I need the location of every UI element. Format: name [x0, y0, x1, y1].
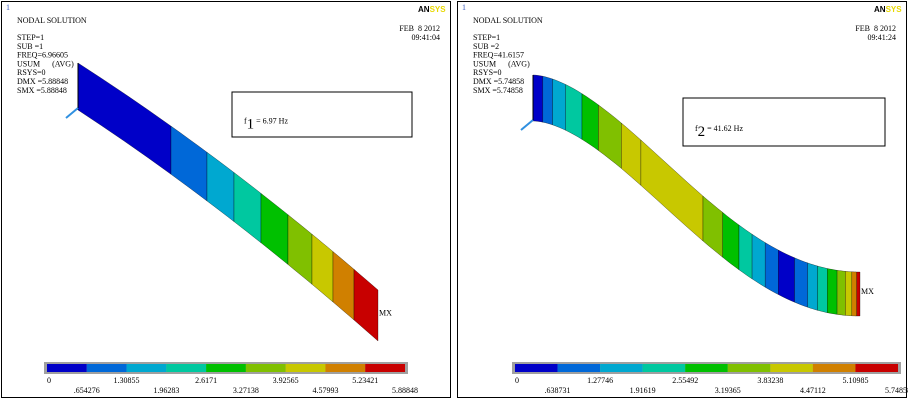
beam-segment — [827, 269, 837, 315]
legend-label: 5.23421 — [352, 376, 378, 385]
colorbar-cell — [206, 364, 246, 372]
legend-label: 2.55492 — [672, 376, 698, 385]
beam-segment — [533, 75, 543, 122]
beam-segment — [543, 76, 553, 125]
logo-a: AN — [418, 5, 430, 14]
info-line: DMX =5.88848 — [17, 77, 68, 86]
plot-number: 1 — [462, 3, 466, 12]
beam-segment — [778, 250, 794, 302]
beam-segment — [765, 243, 778, 295]
colorbar-cell — [47, 364, 87, 372]
time: 09:41:24 — [868, 33, 896, 42]
date: FEB 8 2012 — [855, 24, 896, 33]
colorbar-cell — [246, 364, 286, 372]
beam-segment — [795, 258, 808, 307]
info-line: SUB =2 — [473, 42, 499, 51]
info-line: SMX =5.88848 — [17, 86, 67, 95]
legend-label: .638731 — [545, 386, 571, 395]
legend-label: 0 — [47, 376, 51, 385]
logo-a: AN — [874, 5, 886, 14]
info-line: STEP=1 — [473, 33, 500, 42]
logo-b: SYS — [430, 5, 447, 14]
frequency-text: = 41.62 Hz — [705, 124, 743, 133]
beam-segment — [845, 271, 852, 316]
legend-label: 3.27138 — [233, 386, 259, 395]
colorbar-cell — [770, 364, 813, 372]
max-marker: MX — [379, 309, 392, 318]
beam-segment — [553, 79, 566, 130]
colorbar-cell — [643, 364, 686, 372]
legend-label: 2.6171 — [195, 376, 217, 385]
time: 09:41:04 — [412, 33, 440, 42]
title: NODAL SOLUTION — [473, 16, 543, 25]
frequency-text: = 6.97 Hz — [254, 117, 288, 126]
colorbar-cell — [855, 364, 898, 372]
legend-label: 5.88848 — [392, 386, 418, 395]
colorbar-cell — [600, 364, 643, 372]
beam-segment — [818, 266, 828, 313]
logo-b: SYS — [886, 5, 903, 14]
plot-number: 1 — [6, 3, 10, 12]
info-line: RSYS=0 — [17, 68, 46, 77]
screenshot: 1ANSYSNODAL SOLUTIONSTEP=1SUB =1FREQ=6.9… — [0, 0, 908, 399]
legend-label: 4.47112 — [800, 386, 826, 395]
info-line: SUB =1 — [17, 42, 43, 51]
colorbar-cell — [728, 364, 771, 372]
legend-label: 1.91619 — [630, 386, 656, 395]
colorbar-cell — [166, 364, 206, 372]
beam-segment — [837, 270, 845, 315]
info-line: RSYS=0 — [473, 68, 502, 77]
colorbar-cell — [325, 364, 365, 372]
info-line: SMX =5.74858 — [473, 86, 523, 95]
colorbar-cell — [558, 364, 601, 372]
max-marker: MX — [861, 287, 874, 296]
legend-label: 5.10985 — [842, 376, 868, 385]
info-line: STEP=1 — [17, 33, 44, 42]
beam-segment — [566, 85, 582, 140]
logo: ANSYS — [418, 5, 446, 14]
legend-label: .654276 — [74, 386, 100, 395]
info-line: FREQ=41.6157 — [473, 51, 524, 60]
title: NODAL SOLUTION — [17, 16, 87, 25]
colorbar-cell — [365, 364, 405, 372]
colorbar-cell — [685, 364, 728, 372]
beam-segment — [857, 272, 860, 316]
frequency-box — [232, 92, 412, 137]
legend-label: 0 — [515, 376, 519, 385]
legend-label: 4.57993 — [312, 386, 338, 395]
legend-label: 1.27746 — [587, 376, 613, 385]
legend-label: 1.30855 — [114, 376, 140, 385]
legend-label: 3.92565 — [273, 376, 299, 385]
frequency-subscript: 2 — [698, 124, 706, 140]
beam-segment — [852, 272, 857, 316]
colorbar-cell — [286, 364, 326, 372]
info-line: FREQ=6.96605 — [17, 51, 68, 60]
colorbar-cell — [813, 364, 856, 372]
info-line: DMX =5.74858 — [473, 77, 524, 86]
info-line: USUM (AVG) — [473, 59, 530, 68]
date: FEB 8 2012 — [399, 24, 440, 33]
legend-label: 1.96283 — [153, 386, 179, 395]
beam-segment — [808, 263, 818, 310]
frequency-subscript: 1 — [247, 117, 255, 133]
legend-label: 5.74858 — [885, 386, 908, 395]
colorbar-cell — [127, 364, 167, 372]
info-line: USUM (AVG) — [17, 59, 74, 68]
colorbar-cell — [87, 364, 127, 372]
beam-segment — [739, 225, 752, 279]
logo: ANSYS — [874, 5, 902, 14]
colorbar-cell — [515, 364, 558, 372]
beam-segment — [752, 234, 765, 287]
legend-label: 3.83238 — [757, 376, 783, 385]
frequency-box — [683, 98, 885, 146]
legend-label: 3.19365 — [715, 386, 741, 395]
